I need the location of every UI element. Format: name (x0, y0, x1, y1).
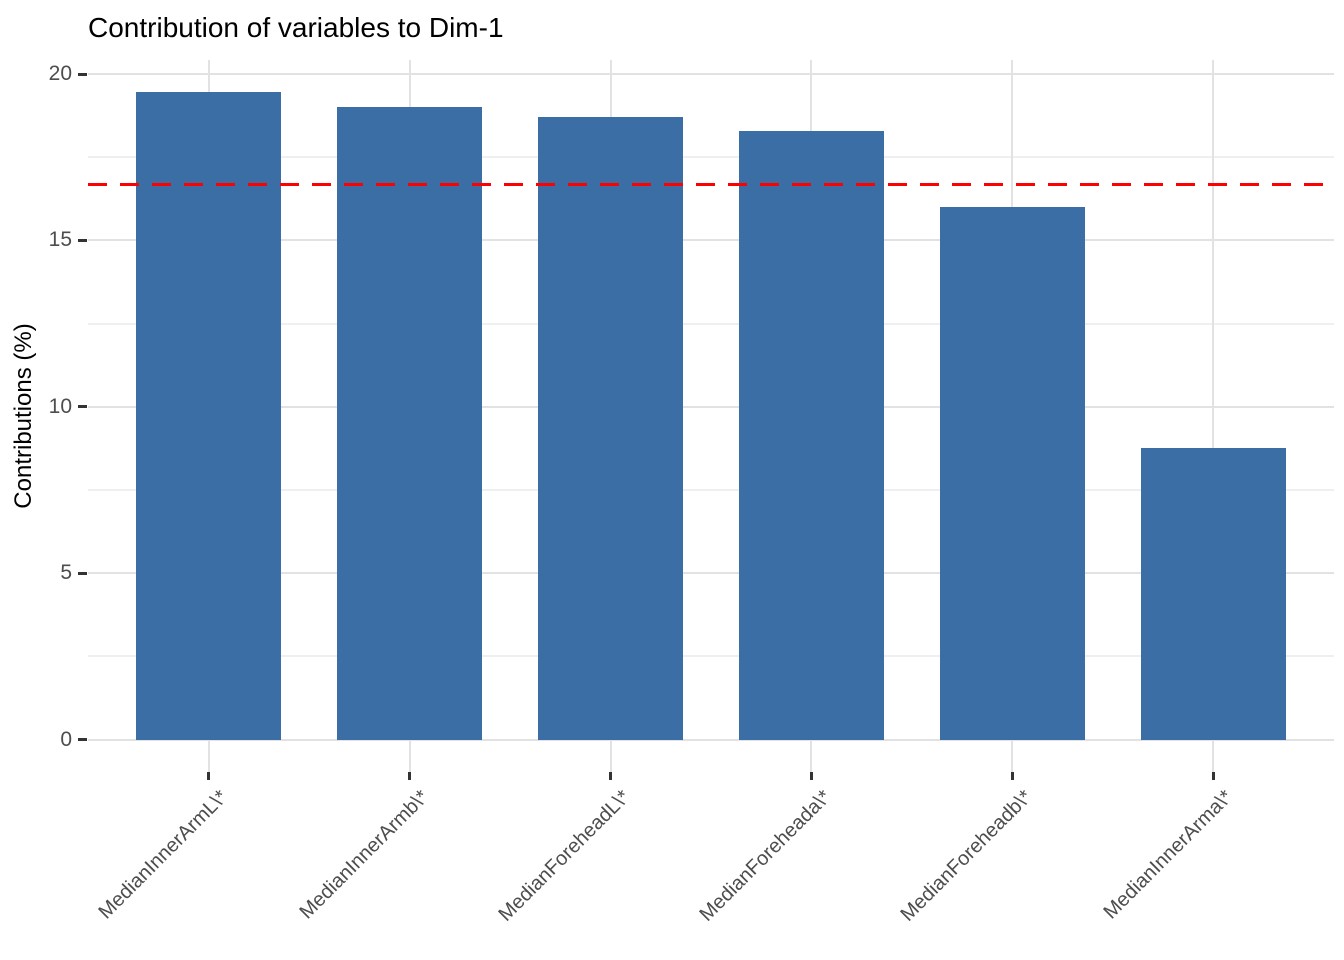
bar (337, 107, 482, 740)
bar (940, 207, 1085, 740)
gridline-major (88, 405, 1334, 408)
x-tick-label: MedianInnerArma\* (1099, 786, 1237, 924)
x-tick-mark (207, 772, 211, 780)
plot-panel (88, 60, 1334, 772)
y-tick-mark (78, 72, 87, 76)
gridline-minor (88, 322, 1334, 325)
y-tick-label: 5 (60, 561, 72, 585)
bar (739, 130, 884, 740)
y-tick-mark (78, 238, 87, 242)
gridline-major (88, 572, 1334, 575)
gridline-minor (88, 489, 1334, 492)
y-tick-label: 0 (60, 727, 72, 751)
reference-line (88, 183, 1334, 187)
y-tick-mark (78, 738, 87, 742)
x-tick-mark (1010, 772, 1014, 780)
x-tick-mark (408, 772, 412, 780)
gridline-major (88, 738, 1334, 741)
x-tick-label: MedianInnerArmL\* (94, 786, 233, 924)
bar (1141, 448, 1286, 740)
x-tick-label: MedianForeheadb\* (896, 786, 1037, 926)
y-tick-mark (78, 405, 87, 409)
gridline-minor (88, 655, 1334, 658)
gridline-major (88, 73, 1334, 76)
x-tick-mark (1211, 772, 1215, 780)
y-tick-label: 15 (48, 228, 72, 252)
x-tick-label: MedianInnerArmb\* (295, 786, 434, 924)
gridline-minor (88, 156, 1334, 159)
bar (538, 117, 683, 740)
x-tick-mark (609, 772, 613, 780)
y-tick-label: 10 (48, 394, 72, 418)
bar (136, 92, 281, 740)
y-tick-mark (78, 571, 87, 575)
x-tick-label: MedianForeheadL\* (494, 786, 635, 926)
x-tick-label: MedianForeheada\* (695, 786, 836, 926)
y-tick-label: 20 (48, 62, 72, 86)
chart-title: Contribution of variables to Dim-1 (88, 12, 504, 43)
gridline-major (88, 239, 1334, 242)
gridline-vertical (1212, 60, 1215, 772)
x-tick-mark (809, 772, 813, 780)
